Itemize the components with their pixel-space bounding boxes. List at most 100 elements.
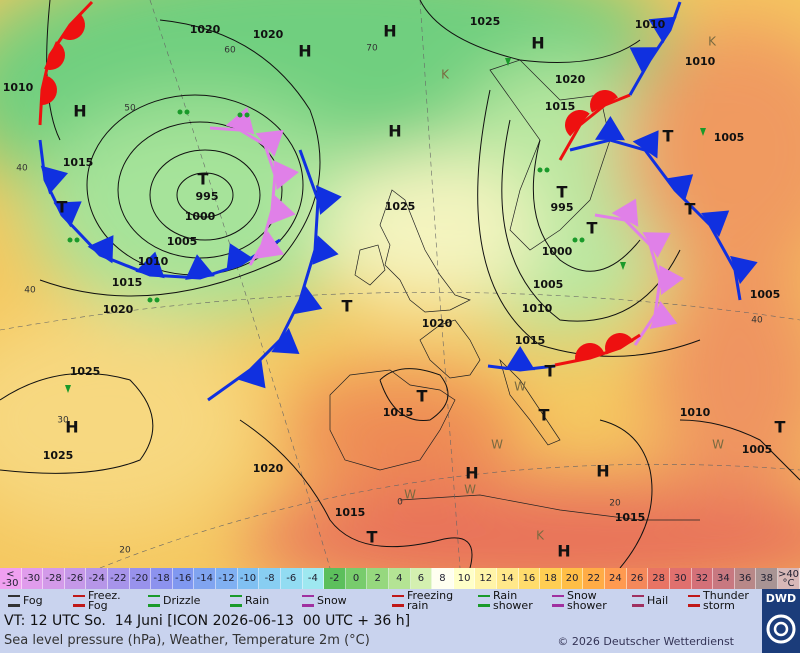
subtitle: Sea level pressure (hPa), Weather, Tempe… xyxy=(4,633,370,648)
weather-symbol xyxy=(478,595,490,607)
weather-legend-item: Drizzle xyxy=(148,589,213,613)
weather-legend-item: Fog xyxy=(8,589,73,613)
weather-label: Drizzle xyxy=(163,594,201,607)
pressure-center: W xyxy=(404,488,416,502)
isobar-label: 1005 xyxy=(533,278,564,291)
temperature-cell: 36 xyxy=(734,568,757,589)
coastlines xyxy=(329,59,700,521)
temperature-cell: 16 xyxy=(518,568,541,589)
weather-symbol xyxy=(688,595,700,607)
isobar-label: 1005 xyxy=(714,131,745,144)
temperature-cell: -10 xyxy=(237,568,260,589)
pressure-center: T xyxy=(342,297,353,316)
temperature-cell: 24 xyxy=(605,568,627,589)
temperature-cell: 34 xyxy=(713,568,735,589)
temperature-cell: -2 xyxy=(324,568,346,589)
weather-label: Freez. Fog xyxy=(88,589,121,612)
temperature-cell: -18 xyxy=(151,568,173,589)
temperature-cell: 4 xyxy=(388,568,411,589)
temperature-cell: -28 xyxy=(43,568,65,589)
weather-legend-item: Rain shower xyxy=(478,589,543,613)
dwd-logo: DWD xyxy=(762,589,800,653)
isobar-label: 1015 xyxy=(112,276,143,289)
weather-label: Snow xyxy=(317,594,347,607)
weather-symbol xyxy=(632,595,644,607)
isobar-label: 1010 xyxy=(3,81,34,94)
weather-label: Rain shower xyxy=(493,589,533,612)
isobar-label: 1010 xyxy=(138,255,169,268)
pressure-center: T xyxy=(367,528,378,547)
weather-label: Rain xyxy=(245,594,270,607)
weather-legend-item: Thunder storm xyxy=(688,589,753,613)
isobar-label: 1010 xyxy=(522,302,553,315)
temperature-cell: -12 xyxy=(216,568,238,589)
footer: VT: 12 UTC So. 14 Juni [ICON 2026-06-13 … xyxy=(0,613,762,653)
temperature-cell: -16 xyxy=(172,568,195,589)
temperature-cell: -24 xyxy=(86,568,109,589)
temperature-cell: -30 xyxy=(21,568,44,589)
logo-text: DWD xyxy=(765,592,797,605)
temperature-cell: -6 xyxy=(280,568,303,589)
isobar-label: 1025 xyxy=(385,200,416,213)
pressure-center: T xyxy=(57,198,68,217)
isotherm-label: 50 xyxy=(124,104,136,114)
pressure-center: H xyxy=(383,22,396,41)
fronts xyxy=(38,0,758,402)
weather-legend-item: Hail xyxy=(632,589,697,613)
weather-legend-item: Snow shower xyxy=(552,589,617,613)
pressure-center: T xyxy=(198,170,209,189)
isotherm-label: 20 xyxy=(119,546,131,556)
copyright: © 2026 Deutscher Wetterdienst xyxy=(557,635,734,648)
weather-legend: Fog Freez. Fog Drizzle Rain Snow Freezing rai… xyxy=(0,589,762,613)
isobar-label: 1020 xyxy=(103,303,134,316)
temperature-cell: 18 xyxy=(540,568,562,589)
pressure-center: K xyxy=(441,68,450,82)
pressure-center: T xyxy=(539,406,550,425)
isobar-label: 1010 xyxy=(685,55,716,68)
isobar-label: 1015 xyxy=(615,511,646,524)
pressure-center: T xyxy=(685,200,696,219)
temperature-cell: 14 xyxy=(497,568,519,589)
isobar-label: 1015 xyxy=(515,334,546,347)
temperature-cell: -22 xyxy=(108,568,130,589)
weather-symbol xyxy=(230,595,242,607)
temperature-cell: 30 xyxy=(669,568,692,589)
temperature-cell: 22 xyxy=(583,568,606,589)
pressure-center: H xyxy=(65,418,78,437)
isobar-label: 995 xyxy=(551,201,574,214)
temperature-cell: -26 xyxy=(64,568,87,589)
weather-label: Thunder storm xyxy=(703,589,749,612)
pressure-center: K xyxy=(536,529,545,543)
temperature-field xyxy=(0,0,800,568)
pressure-center: H xyxy=(388,122,401,141)
pressure-center: H xyxy=(531,34,544,53)
weather-map: 1020 1020 1025 1010 1010 1010 1015 995 1000 1005 1… xyxy=(0,0,800,568)
weather-symbol xyxy=(73,595,85,607)
temperature-legend: < -30 -30 -28 -26 -24 -22 -20 -18 -16 -14 -12 -10 -8… xyxy=(0,568,800,589)
isobar-label: 1015 xyxy=(383,406,414,419)
pressure-center: W xyxy=(514,380,526,394)
weather-legend-item: Snow xyxy=(302,589,367,613)
weather-symbol xyxy=(552,595,564,607)
temperature-cell: 0 xyxy=(345,568,368,589)
isobar-label: 1010 xyxy=(635,18,666,31)
isobar-label: 1025 xyxy=(470,15,501,28)
pressure-center: W xyxy=(464,483,476,497)
isotherm-label: 40 xyxy=(751,316,763,326)
pressure-center: H xyxy=(73,102,86,121)
weather-symbol xyxy=(148,595,160,607)
pressure-center: T xyxy=(417,387,428,406)
isobar-label: 1005 xyxy=(750,288,781,301)
temperature-cell: 6 xyxy=(410,568,433,589)
isobar-label: 1020 xyxy=(555,73,586,86)
weather-label: Hail xyxy=(647,594,669,607)
isotherm-label: 60 xyxy=(224,46,236,56)
isobar-label: 995 xyxy=(196,190,219,203)
logo-mark xyxy=(766,614,796,644)
isotherm-label: 40 xyxy=(24,286,36,296)
temperature-cell: -20 xyxy=(129,568,152,589)
temperature-cell: -14 xyxy=(194,568,217,589)
temperature-cell: < -30 xyxy=(0,568,22,589)
weather-label: Freezing rain xyxy=(407,589,454,612)
temperature-cell: 32 xyxy=(691,568,714,589)
